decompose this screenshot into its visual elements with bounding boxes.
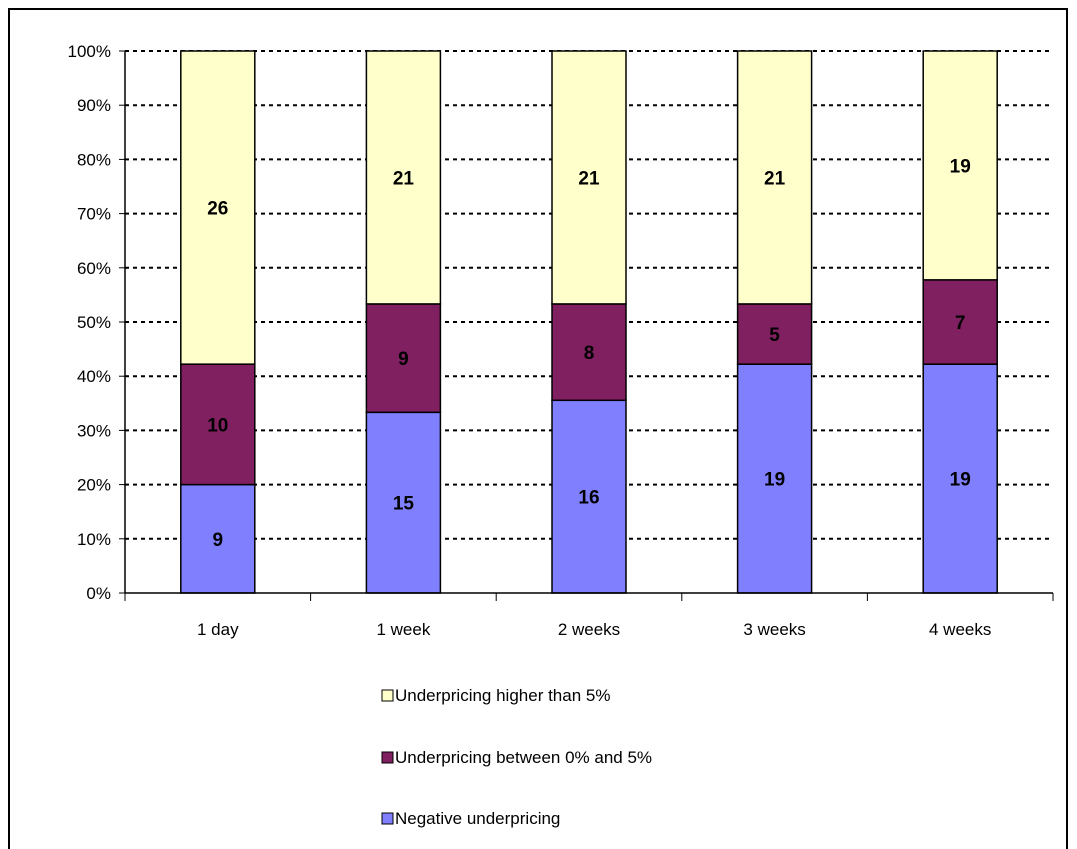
- bar-segment: [180, 50, 256, 365]
- x-tick-label: 2 weeks: [558, 620, 620, 639]
- data-label: 26: [207, 199, 228, 220]
- y-tick-label: 100%: [68, 42, 111, 61]
- bar-segment: [180, 483, 256, 594]
- y-tick-label: 0%: [86, 584, 111, 603]
- y-tick-label: 40%: [77, 367, 111, 386]
- data-label: 9: [398, 349, 409, 370]
- x-tick-label: 1 day: [197, 620, 239, 639]
- bar-segment: [922, 363, 998, 594]
- data-label: 21: [393, 168, 415, 189]
- x-tick-label: 4 weeks: [929, 620, 991, 639]
- bar-segment: [180, 363, 256, 486]
- bar-segment: [922, 50, 998, 281]
- y-tick-label: 90%: [77, 96, 111, 115]
- bar-segment: [365, 303, 442, 414]
- y-tick-label: 30%: [77, 421, 111, 440]
- data-label: 19: [950, 470, 971, 491]
- legend-label: Underpricing higher than 5%: [395, 686, 610, 705]
- data-label: 21: [764, 168, 786, 189]
- legend-swatch: [381, 751, 394, 764]
- bar-segment: [736, 303, 813, 365]
- bar-segment: [365, 411, 442, 594]
- y-tick-label: 80%: [77, 150, 111, 169]
- data-label: 9: [213, 530, 224, 551]
- data-label: 10: [207, 415, 228, 436]
- legend-label: Negative underpricing: [395, 809, 560, 828]
- axes: 0% 10% 20% 30% 40% 50% 60% 70% 80% 90% 100% 1 day 1 …: [68, 42, 1054, 639]
- y-tick-label: 70%: [77, 205, 111, 224]
- x-tick-label: 1 week: [376, 620, 430, 639]
- data-label: 19: [764, 470, 785, 491]
- x-tick-label: 3 weeks: [743, 620, 805, 639]
- bar-segment: [365, 50, 442, 305]
- y-tick-label: 50%: [77, 313, 111, 332]
- data-label: 19: [950, 156, 971, 177]
- y-tick-label: 60%: [77, 259, 111, 278]
- data-labels: 9 10 26 15 9 21 16 8 21 19 5 21 19 7 19: [207, 156, 971, 550]
- bar-segment: [736, 50, 813, 305]
- data-label: 15: [393, 494, 415, 515]
- data-label: 21: [578, 168, 600, 189]
- bar-segment: [736, 363, 813, 594]
- bar-series: [180, 50, 998, 594]
- legend-swatch: [381, 689, 394, 702]
- data-label: 5: [769, 325, 780, 346]
- legend: Underpricing higher than 5% Underpricing …: [381, 686, 652, 828]
- data-label: 7: [955, 313, 966, 334]
- y-tick-label: 10%: [77, 530, 111, 549]
- y-tick-label: 20%: [77, 476, 111, 495]
- legend-swatch: [381, 812, 394, 825]
- bar-segment: [922, 279, 998, 365]
- data-label: 8: [584, 343, 595, 364]
- chart-border: [8, 8, 1068, 849]
- data-label: 16: [578, 488, 599, 509]
- legend-label: Underpricing between 0% and 5%: [395, 748, 652, 767]
- bar-segment: [551, 50, 627, 305]
